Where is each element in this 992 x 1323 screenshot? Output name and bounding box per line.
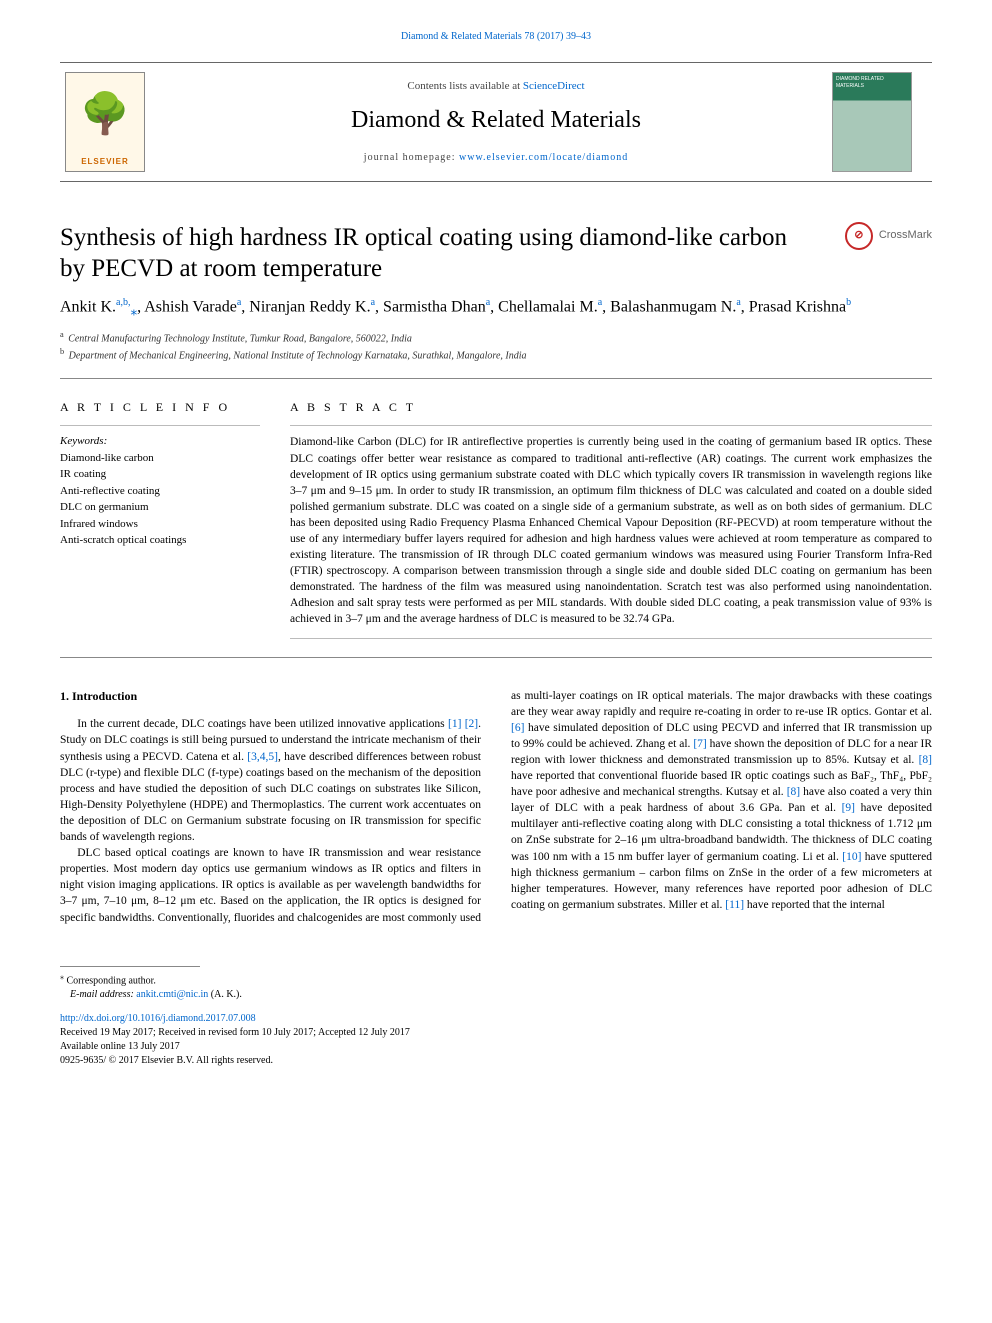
keyword: Infrared windows	[60, 516, 260, 533]
intro-heading: 1. Introduction	[60, 688, 481, 705]
available-line: Available online 13 July 2017	[60, 1040, 932, 1054]
ref-6[interactable]: [6]	[511, 722, 524, 734]
abstract-heading: A B S T R A C T	[290, 399, 932, 416]
keyword: Diamond-like carbon	[60, 450, 260, 467]
abstract-text: Diamond-like Carbon (DLC) for IR antiref…	[290, 434, 932, 627]
article-title: Synthesis of high hardness IR optical co…	[60, 222, 812, 285]
ref-345[interactable]: [3,4,5]	[247, 751, 278, 763]
affiliation-a: a Central Manufacturing Technology Insti…	[60, 329, 932, 346]
affiliation-b: b Department of Mechanical Engineering, …	[60, 346, 932, 363]
running-header: Diamond & Related Materials 78 (2017) 39…	[60, 30, 932, 44]
elsevier-tree-icon: 🌳	[80, 73, 130, 156]
crossmark-badge[interactable]: ⊘ CrossMark	[812, 222, 932, 250]
authors-line: Ankit K.a,b,⁎, Ashish Varadea, Niranjan …	[60, 295, 932, 322]
ref-10[interactable]: [10]	[842, 851, 861, 863]
homepage-prefix: journal homepage:	[364, 152, 459, 163]
ref-2[interactable]: [2]	[465, 718, 478, 730]
crossmark-icon: ⊘	[845, 222, 873, 250]
elsevier-logo: 🌳 ELSEVIER	[65, 72, 145, 172]
ref-8b[interactable]: [8]	[787, 786, 800, 798]
corresponding-note: Corresponding author.	[67, 975, 156, 986]
contents-prefix: Contents lists available at	[407, 80, 522, 92]
keyword: DLC on germanium	[60, 499, 260, 516]
article-info-heading: A R T I C L E I N F O	[60, 399, 260, 416]
header-center: Contents lists available at ScienceDirec…	[160, 79, 832, 166]
keywords-label: Keywords:	[60, 434, 260, 449]
crossmark-label: CrossMark	[879, 228, 932, 243]
page-footer: ⁎ Corresponding author. E-mail address: …	[60, 966, 932, 1068]
received-line: Received 19 May 2017; Received in revise…	[60, 1026, 932, 1040]
affiliations: a Central Manufacturing Technology Insti…	[60, 329, 932, 364]
keywords-list: Diamond-like carbon IR coating Anti-refl…	[60, 450, 260, 549]
email-name: (A. K.).	[211, 989, 242, 1000]
keyword: Anti-reflective coating	[60, 483, 260, 500]
ref-1[interactable]: [1]	[448, 718, 461, 730]
ref-11[interactable]: [11]	[725, 899, 744, 911]
keyword: IR coating	[60, 466, 260, 483]
journal-name: Diamond & Related Materials	[160, 104, 832, 138]
ref-7[interactable]: [7]	[693, 738, 706, 750]
journal-cover-thumb: DIAMOND RELATED MATERIALS	[832, 72, 912, 172]
citation-link[interactable]: Diamond & Related Materials 78 (2017) 39…	[401, 31, 591, 42]
ref-9[interactable]: [9]	[842, 802, 855, 814]
homepage-link[interactable]: www.elsevier.com/locate/diamond	[459, 152, 628, 163]
email-label: E-mail address:	[70, 989, 136, 1000]
keyword: Anti-scratch optical coatings	[60, 532, 260, 549]
intro-paragraph-1: In the current decade, DLC coatings have…	[60, 716, 481, 845]
ref-8[interactable]: [8]	[919, 754, 932, 766]
doi-link[interactable]: http://dx.doi.org/10.1016/j.diamond.2017…	[60, 1013, 256, 1024]
cover-text: DIAMOND RELATED MATERIALS	[836, 76, 884, 89]
copyright-line: 0925-9635/ © 2017 Elsevier B.V. All righ…	[60, 1054, 932, 1068]
sciencedirect-link[interactable]: ScienceDirect	[523, 80, 585, 92]
article-info-column: A R T I C L E I N F O Keywords: Diamond-…	[60, 399, 260, 639]
abstract-column: A B S T R A C T Diamond-like Carbon (DLC…	[290, 399, 932, 639]
elsevier-brand-text: ELSEVIER	[81, 156, 129, 167]
email-link[interactable]: ankit.cmti@nic.in	[136, 989, 208, 1000]
article-body: 1. Introduction In the current decade, D…	[60, 688, 932, 926]
journal-header: 🌳 ELSEVIER Contents lists available at S…	[60, 62, 932, 182]
